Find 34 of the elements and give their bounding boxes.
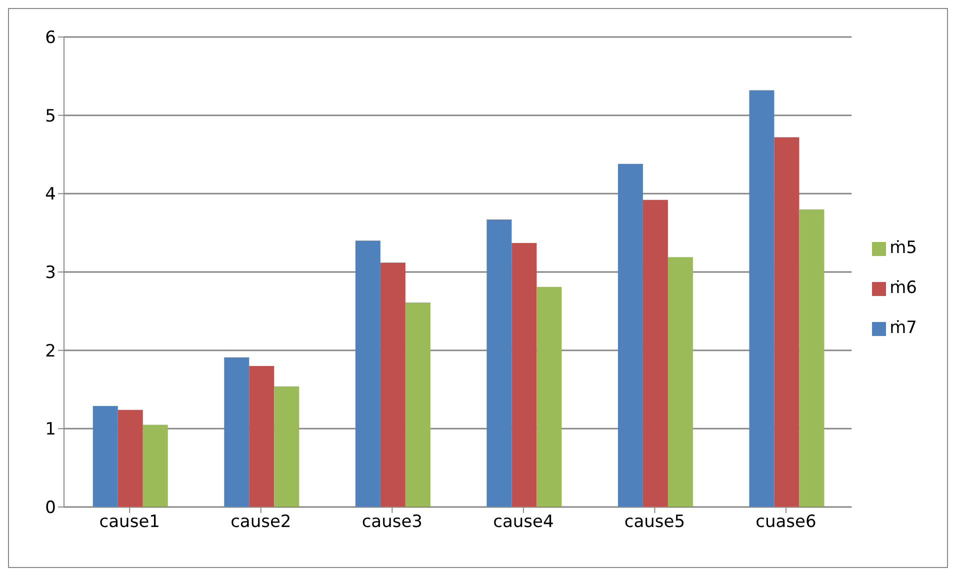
- bar: [142, 424, 168, 507]
- y-tick-label: 2: [45, 341, 56, 362]
- bar: [355, 240, 380, 507]
- x-tick-label: cause4: [493, 512, 554, 532]
- x-tick-label: cause1: [99, 512, 160, 532]
- y-tick-label: 6: [45, 28, 56, 48]
- bar: [749, 90, 774, 507]
- y-tick-label: 4: [45, 184, 56, 205]
- legend-label: ṁ7: [890, 318, 917, 338]
- y-tick-label: 5: [45, 106, 56, 126]
- x-tick-label: cause2: [230, 512, 292, 532]
- y-tick-label: 1: [45, 420, 56, 440]
- x-tick-label: cause5: [624, 512, 686, 532]
- bar: [118, 410, 143, 507]
- bar: [224, 357, 250, 507]
- bar: [618, 164, 643, 507]
- bar: [486, 220, 512, 507]
- x-tick-label: cuase6: [756, 512, 816, 532]
- bar: [536, 286, 562, 507]
- bar: [405, 302, 430, 507]
- bar: [249, 366, 274, 507]
- legend-label: ṁ6: [890, 278, 917, 298]
- bar: [92, 406, 118, 507]
- bar: [274, 386, 300, 507]
- y-tick-label: 3: [45, 263, 56, 284]
- bar: [380, 262, 406, 507]
- bar: [774, 137, 800, 507]
- legend-label: ṁ5: [890, 238, 917, 258]
- bar: [668, 257, 693, 507]
- bar: [799, 209, 824, 507]
- bar: [512, 243, 537, 507]
- bar: [642, 200, 668, 507]
- x-tick-label: cause3: [362, 512, 423, 532]
- y-tick-label: 0: [45, 498, 56, 518]
